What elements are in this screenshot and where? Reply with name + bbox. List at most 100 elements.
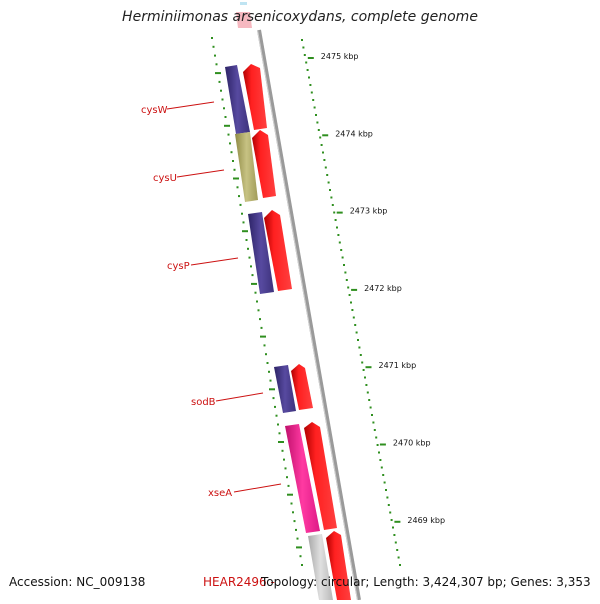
scale-minor-tick xyxy=(336,226,338,229)
inner-minor-tick xyxy=(233,168,236,171)
inner-minor-tick xyxy=(299,555,302,558)
inner-major-tick xyxy=(215,72,221,75)
scale-minor-tick xyxy=(373,429,376,431)
scale-minor-tick xyxy=(378,451,380,454)
scale-minor-tick xyxy=(383,481,386,484)
inner-tick-ring xyxy=(211,37,303,566)
scale-minor-tick xyxy=(397,556,400,559)
scale-tick-label: 2471 kbp xyxy=(379,361,417,370)
scale-minor-tick xyxy=(309,84,312,86)
scale-minor-tick xyxy=(354,324,357,326)
scale-minor-tick xyxy=(362,369,365,371)
locus-suffix: - xyxy=(266,575,275,589)
scale-minor-tick xyxy=(329,189,331,191)
inner-minor-tick xyxy=(266,362,269,364)
inner-minor-tick xyxy=(221,98,224,101)
topology-text: Topology: circular; Length: 3,424,307 bp… xyxy=(261,575,591,589)
scale-major-tick xyxy=(351,288,358,291)
scale-minor-tick xyxy=(306,69,309,71)
inner-minor-tick xyxy=(293,520,296,523)
scale-minor-tick xyxy=(372,421,375,424)
inner-minor-tick xyxy=(245,239,248,241)
scale-minor-tick xyxy=(350,301,352,304)
scale-minor-tick xyxy=(319,136,322,139)
scale-minor-tick xyxy=(343,264,345,266)
gene-label-cysU: cysU xyxy=(153,169,225,184)
inner-minor-tick xyxy=(250,265,252,268)
inner-minor-tick xyxy=(236,186,239,189)
inner-minor-tick xyxy=(296,537,299,540)
scale-minor-tick xyxy=(310,91,313,94)
scale-tick-label: 2469 kbp xyxy=(407,516,445,525)
gene-arrow-2 xyxy=(252,130,276,198)
inner-minor-tick xyxy=(281,449,284,452)
gene-unlabeled-bar xyxy=(308,534,333,600)
gene-cysP-bar xyxy=(248,212,274,294)
scale-minor-tick xyxy=(361,361,364,364)
scale-minor-tick xyxy=(352,316,355,319)
scale-minor-tick xyxy=(334,219,337,221)
inner-minor-tick xyxy=(218,80,221,83)
gene-arrow-1 xyxy=(243,64,267,130)
inner-minor-tick xyxy=(263,344,266,347)
inner-minor-tick xyxy=(223,107,225,110)
scale-minor-tick xyxy=(390,519,393,521)
scale-major-tick xyxy=(336,211,343,214)
gene-label-xseA: xseA xyxy=(208,483,282,499)
scale-minor-tick xyxy=(364,376,366,379)
scale-minor-tick xyxy=(338,241,341,244)
scale-minor-tick xyxy=(355,331,358,334)
scale-minor-tick xyxy=(396,549,399,551)
inner-minor-tick xyxy=(211,37,213,39)
scale-minor-tick xyxy=(366,391,369,394)
scale-minor-tick xyxy=(320,144,323,146)
inner-minor-tick xyxy=(230,151,233,154)
genome-backbone xyxy=(257,29,361,601)
gene-label-cysW: cysW xyxy=(141,101,215,116)
scale-minor-tick xyxy=(330,196,333,199)
scale-minor-tick xyxy=(368,399,371,401)
inner-minor-tick xyxy=(215,63,218,66)
inner-major-tick xyxy=(296,546,302,549)
scale-minor-tick xyxy=(317,129,320,131)
scale-minor-tick xyxy=(337,234,340,236)
inner-minor-tick xyxy=(224,116,227,118)
inner-minor-tick xyxy=(287,484,290,487)
scale-minor-tick xyxy=(347,286,350,289)
inner-minor-tick xyxy=(292,511,294,514)
locus-link[interactable]: HEAR2496 - xyxy=(203,575,275,589)
scale-minor-tick xyxy=(323,159,326,161)
inner-minor-tick xyxy=(212,45,215,48)
scale-minor-tick xyxy=(359,354,362,356)
inner-minor-tick xyxy=(272,397,275,400)
inner-minor-tick xyxy=(260,326,263,329)
gene-arrow-5 xyxy=(304,422,337,530)
scale-minor-tick xyxy=(333,211,336,214)
locus-text[interactable]: HEAR2496 xyxy=(203,575,267,589)
scale-minor-tick xyxy=(399,564,401,566)
inner-minor-tick xyxy=(251,274,254,277)
scale-minor-tick xyxy=(348,294,351,296)
kbp-scale: 2475 kbp 2474 kbp 2473 kbp 2472 kbp 2471 kbp… xyxy=(301,39,445,566)
inner-minor-tick xyxy=(254,291,257,294)
inner-minor-tick xyxy=(247,247,249,250)
scale-minor-tick xyxy=(358,346,361,349)
scale-minor-tick xyxy=(394,541,397,544)
scale-minor-tick xyxy=(371,414,373,416)
inner-minor-tick xyxy=(284,467,287,470)
partial-gene-top-pink xyxy=(236,12,252,28)
scale-minor-tick xyxy=(386,496,389,499)
scale-minor-tick xyxy=(380,466,383,469)
inner-major-tick xyxy=(251,282,257,285)
inner-minor-tick xyxy=(232,160,234,162)
inner-major-tick xyxy=(269,388,275,391)
scale-minor-tick xyxy=(341,256,344,259)
gene-label-text: cysP xyxy=(167,261,190,272)
inner-minor-tick xyxy=(238,195,240,198)
gene-sodB-bar xyxy=(274,365,296,413)
partial-gene-top-blue xyxy=(240,2,247,5)
scale-minor-tick xyxy=(324,166,327,169)
inner-major-tick xyxy=(287,493,293,496)
scale-minor-tick xyxy=(301,39,303,41)
